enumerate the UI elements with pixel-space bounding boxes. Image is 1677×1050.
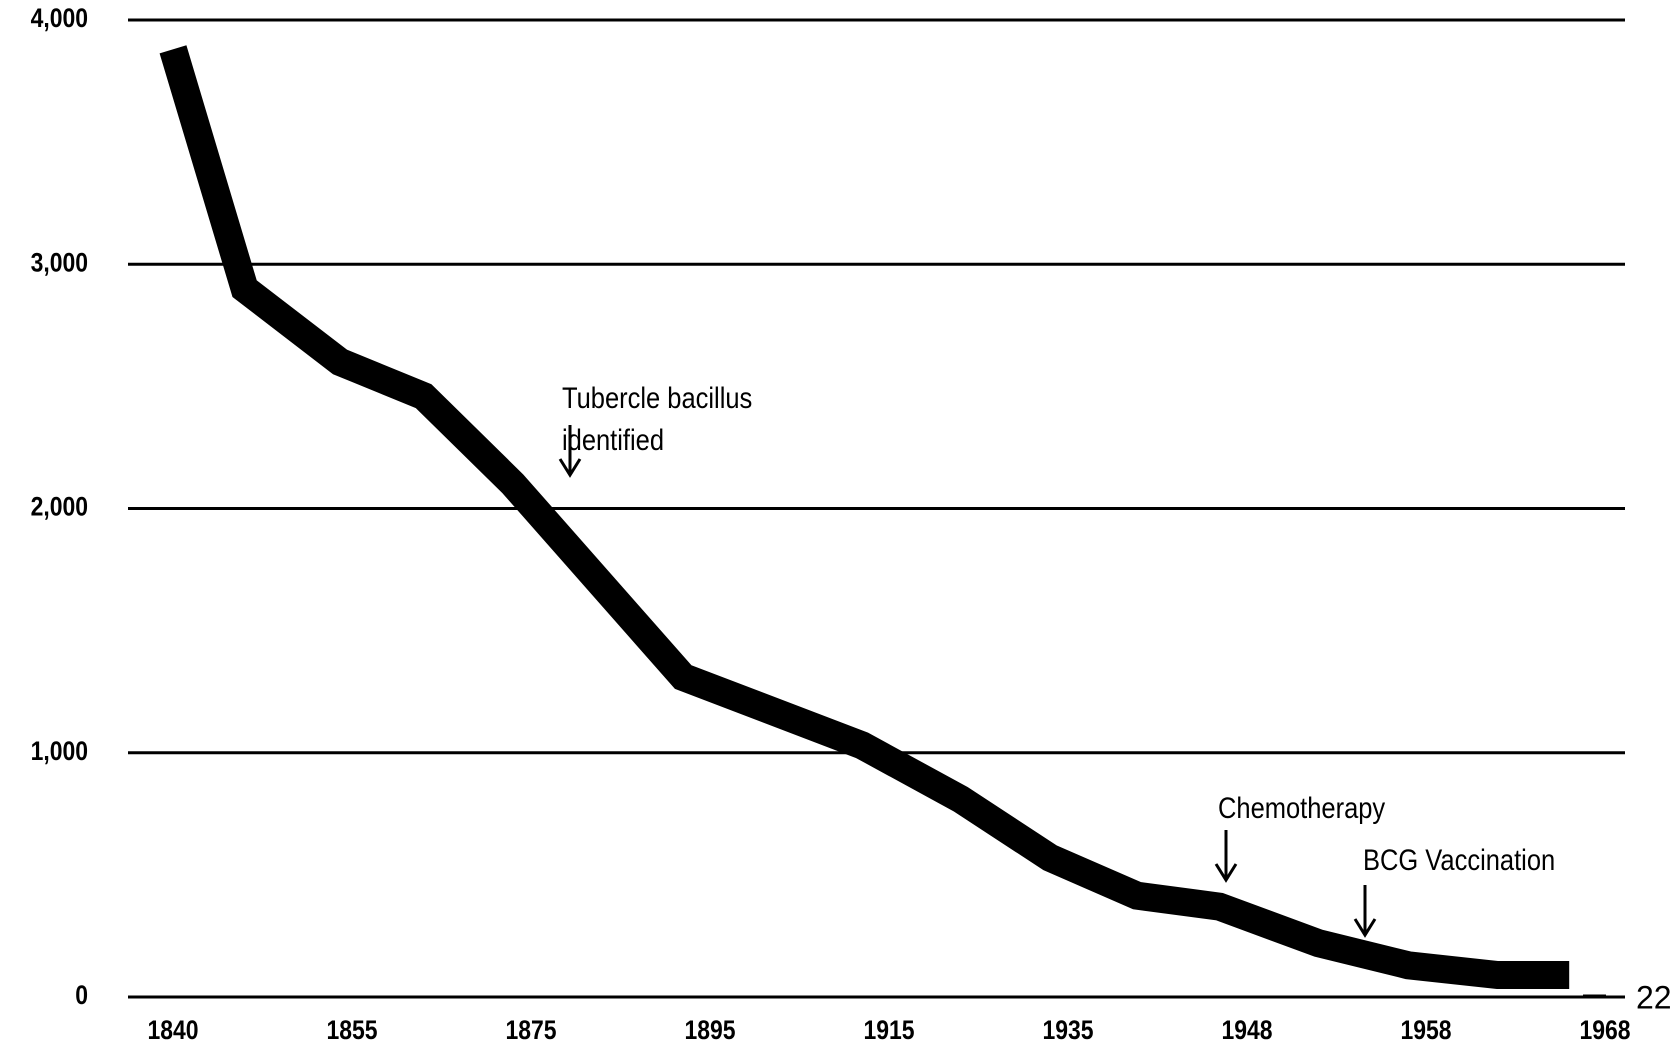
annotation: Chemotherapy [1218,791,1385,824]
x-tick-label: 1948 [1221,1015,1272,1045]
annotation: Tubercle bacillus [562,381,752,414]
x-tick-label: 1840 [147,1015,198,1045]
x-tick-label: 1855 [326,1015,377,1045]
x-tick-label: 1935 [1042,1015,1093,1045]
y-tick-label: 4,000 [31,3,88,33]
page-number: 22 [1636,979,1672,1015]
annotation-arrowhead [1214,863,1238,883]
annotation-arrowhead [558,458,582,478]
x-tick-label: 1915 [863,1015,914,1045]
x-tick-label: 1958 [1400,1015,1451,1045]
x-tick-label: 1895 [684,1015,735,1045]
x-tick-label: 1968 [1579,1015,1630,1045]
y-tick-label: 1,000 [31,736,88,766]
y-tick-label: 3,000 [31,248,88,278]
annotation-arrowhead [1353,918,1377,938]
annotation: identified [562,423,664,456]
line-series [159,45,1570,990]
y-tick-label: 2,000 [31,492,88,522]
x-tick-label: 1875 [505,1015,556,1045]
y-tick-label: 0 [75,980,88,1010]
annotation: BCG Vaccination [1363,843,1555,876]
